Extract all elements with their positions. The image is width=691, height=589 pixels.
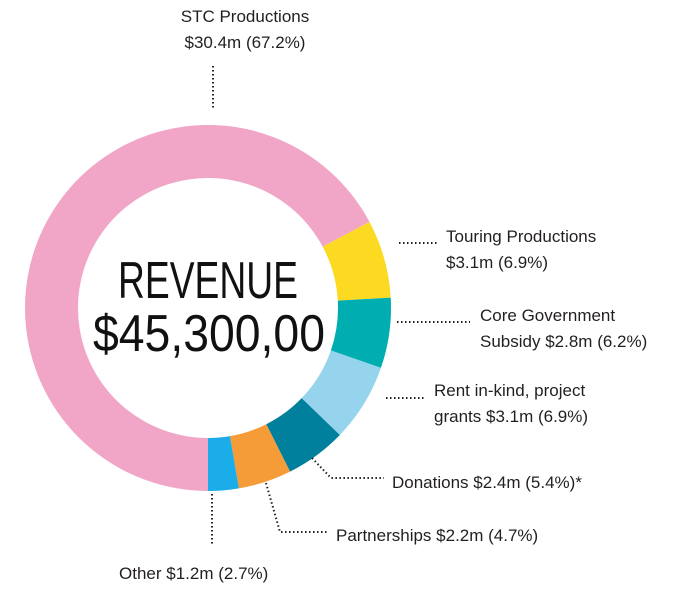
- segment-label: Core Government Subsidy $2.8m (6.2%): [480, 303, 675, 355]
- value-label: $1.2m (2.7%): [166, 564, 269, 583]
- category-name: Touring Productions: [446, 227, 597, 246]
- value-label: $30.4m (67.2%): [184, 33, 306, 52]
- leader-line: [265, 482, 328, 533]
- category-name: Partnerships: [336, 526, 432, 545]
- value-label: $2.8m (6.2%): [545, 332, 648, 351]
- center-value: $45,300,00: [93, 305, 325, 363]
- segment-label: Other $1.2m (2.7%): [119, 561, 369, 587]
- donut-segment: [266, 398, 340, 472]
- donut-segment: [24, 124, 370, 491]
- leader-line: [311, 457, 384, 479]
- donut-segment: [208, 436, 239, 491]
- donut-segment: [322, 221, 391, 301]
- category-name: Core Government Subsidy: [480, 306, 616, 351]
- segment-label: Partnerships $2.2m (4.7%): [336, 523, 636, 549]
- category-name: Other: [119, 564, 162, 583]
- segment-label: Donations $2.4m (5.4%)*: [392, 470, 682, 496]
- category-name: Rent in-kind, project grants: [434, 381, 586, 426]
- value-label: $3.1m (6.9%): [485, 407, 589, 426]
- segment-label: Touring Productions $3.1m (6.9%): [446, 224, 646, 276]
- value-label: $2.4m (5.4%)*: [473, 473, 582, 492]
- donut-segment: [229, 424, 291, 489]
- donut-segment: [301, 350, 381, 435]
- value-label: $3.1m (6.9%): [446, 253, 549, 272]
- donut-segment: [330, 297, 391, 368]
- value-label: $2.2m (4.7%): [436, 526, 539, 545]
- category-name: STC Productions: [180, 7, 310, 26]
- segment-label: Rent in-kind, project grants $3.1m (6.9%…: [434, 378, 619, 430]
- center-title: REVENUE: [118, 252, 298, 310]
- segment-label: STC Productions $30.4m (67.2%): [160, 4, 330, 56]
- category-name: Donations: [392, 473, 469, 492]
